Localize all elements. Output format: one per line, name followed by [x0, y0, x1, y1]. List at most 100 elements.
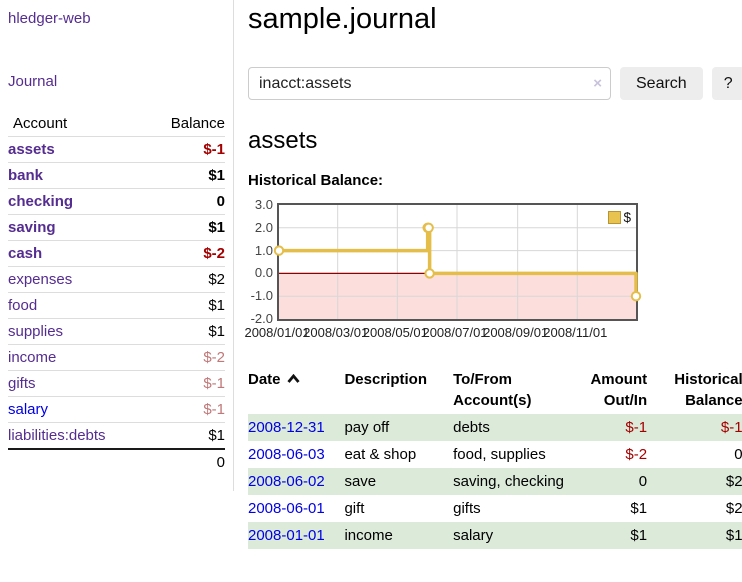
sidebar-item-journal[interactable]: Journal — [8, 73, 58, 90]
transaction-amount: $1 — [630, 527, 648, 544]
account-row: salary $-1 — [8, 396, 225, 423]
account-link-assets[interactable]: assets — [8, 141, 55, 158]
register-header-description: Description — [344, 371, 427, 388]
transaction-balance: $-1 — [720, 419, 742, 436]
x-tick-label: 2008/03/01 — [303, 325, 369, 340]
register-header-balance: Historical Balance — [674, 371, 742, 409]
accounts-header-balance: Balance — [147, 111, 225, 137]
transaction-accounts: saving, checking — [453, 473, 565, 490]
account-balance: $-1 — [147, 136, 225, 163]
transaction-description: income — [344, 527, 393, 544]
account-row: checking 0 — [8, 188, 225, 215]
register-header-date[interactable]: Date — [248, 366, 344, 414]
page-title: sample.journal — [248, 3, 437, 35]
register-row: 2008-12-31 pay off debts $-1 $-1 — [248, 414, 742, 441]
account-row: food $1 — [8, 292, 225, 319]
account-link-liabilities-debts[interactable]: liabilities:debts — [8, 427, 106, 444]
chart-canvas — [273, 205, 642, 319]
y-tick-label: 0.0 — [254, 265, 273, 281]
transaction-accounts: gifts — [453, 500, 481, 517]
y-tick-label: -1.0 — [250, 288, 273, 304]
accounts-header-account: Account — [8, 111, 148, 137]
transaction-balance: 0 — [734, 446, 742, 463]
transaction-date-link[interactable]: 2008-01-01 — [248, 527, 325, 544]
account-balance: $1 — [147, 214, 225, 241]
transaction-date-link[interactable]: 2008-06-02 — [248, 473, 325, 490]
account-row: liabilities:debts $1 — [8, 422, 225, 450]
transaction-accounts: salary — [453, 527, 494, 544]
transaction-date-link[interactable]: 2008-06-03 — [248, 446, 325, 463]
register-row: 2008-06-03 eat & shop food, supplies $-2… — [248, 441, 742, 468]
transaction-description: pay off — [344, 419, 390, 436]
account-link-gifts[interactable]: gifts — [8, 375, 36, 392]
account-link-salary[interactable]: salary — [8, 401, 49, 418]
clear-search-icon[interactable]: × — [593, 75, 602, 92]
x-tick-label: 2008/01/01 — [244, 325, 310, 340]
help-button[interactable]: ? — [711, 67, 742, 100]
register-header-row: Date Description To/From Account(s) Amou… — [248, 366, 742, 414]
account-link-supplies[interactable]: supplies — [8, 323, 64, 340]
account-row: bank $1 — [8, 162, 225, 189]
account-link-checking[interactable]: checking — [8, 193, 74, 210]
chart-x-axis: 2008/01/01 2008/03/01 2008/05/01 2008/07/01… — [244, 325, 634, 343]
accounts-table: Account Balance assets $-1 bank $1 check… — [8, 111, 225, 475]
register-header-accounts: To/From Account(s) — [453, 371, 532, 409]
account-row: expenses $2 — [8, 266, 225, 293]
transaction-accounts: food, supplies — [453, 446, 546, 463]
search-bar: × Search ? — [248, 67, 742, 100]
legend-swatch-icon — [608, 211, 622, 224]
account-link-expenses[interactable]: expenses — [8, 271, 73, 288]
register-row: 2008-06-01 gift gifts $1 $2 — [248, 495, 742, 522]
chart-legend: $ — [608, 210, 631, 225]
legend-label: $ — [623, 210, 631, 225]
account-row: assets $-1 — [8, 136, 225, 163]
account-link-income[interactable]: income — [8, 349, 57, 366]
chart-plot: $ — [273, 203, 642, 321]
sidebar: hledger-web Journal Account Balance asse… — [0, 0, 234, 491]
search-button[interactable]: Search — [620, 67, 703, 100]
transaction-date-link[interactable]: 2008-12-31 — [248, 419, 325, 436]
transaction-accounts: debts — [453, 419, 490, 436]
account-link-saving[interactable]: saving — [8, 219, 56, 236]
account-row: saving $1 — [8, 214, 225, 241]
account-balance: $1 — [147, 162, 225, 189]
transaction-amount: $-2 — [625, 446, 648, 463]
account-balance: 0 — [147, 188, 225, 215]
account-link-bank[interactable]: bank — [8, 167, 44, 184]
x-tick-label: 2008/07/01 — [422, 325, 488, 340]
main-content: sample.journal × Search ? assets Histori… — [234, 0, 742, 549]
transaction-description: gift — [344, 500, 365, 517]
account-balance: $-1 — [147, 370, 225, 397]
y-tick-label: 2.0 — [254, 219, 273, 235]
account-link-cash[interactable]: cash — [8, 245, 43, 262]
transaction-balance: $1 — [725, 527, 742, 544]
x-tick-label: 2008/11/01 — [543, 325, 608, 340]
transaction-description: save — [344, 473, 377, 490]
chart-y-axis: 3.0 2.0 1.0 0.0 -1.0 -2.0 — [248, 198, 273, 326]
brand-link[interactable]: hledger-web — [8, 10, 91, 27]
account-balance: $2 — [147, 266, 225, 293]
account-link-food[interactable]: food — [8, 297, 38, 314]
y-tick-label: -2.0 — [250, 311, 273, 326]
x-tick-label: 2008/09/01 — [483, 325, 549, 340]
transaction-amount: 0 — [638, 473, 648, 490]
transaction-date-link[interactable]: 2008-06-01 — [248, 500, 325, 517]
x-tick-label: 2008/05/01 — [362, 325, 428, 340]
account-balance: $1 — [147, 318, 225, 345]
search-input[interactable] — [248, 67, 611, 100]
register-table: Date Description To/From Account(s) Amou… — [248, 366, 742, 549]
transaction-balance: $2 — [725, 473, 742, 490]
account-row: cash $-2 — [8, 240, 225, 267]
transaction-balance: $2 — [725, 500, 742, 517]
account-balance: $1 — [147, 422, 225, 450]
y-tick-label: 1.0 — [254, 242, 273, 258]
account-row: supplies $1 — [8, 318, 225, 345]
account-heading: assets — [248, 127, 318, 154]
y-tick-label: 3.0 — [254, 197, 273, 212]
account-row: income $-2 — [8, 344, 225, 371]
register-row: 2008-01-01 income salary $1 $1 — [248, 522, 742, 549]
transaction-amount: $-1 — [625, 419, 648, 436]
account-row: gifts $-1 — [8, 370, 225, 397]
account-balance: $-1 — [147, 396, 225, 423]
accounts-total-balance: 0 — [147, 448, 225, 475]
